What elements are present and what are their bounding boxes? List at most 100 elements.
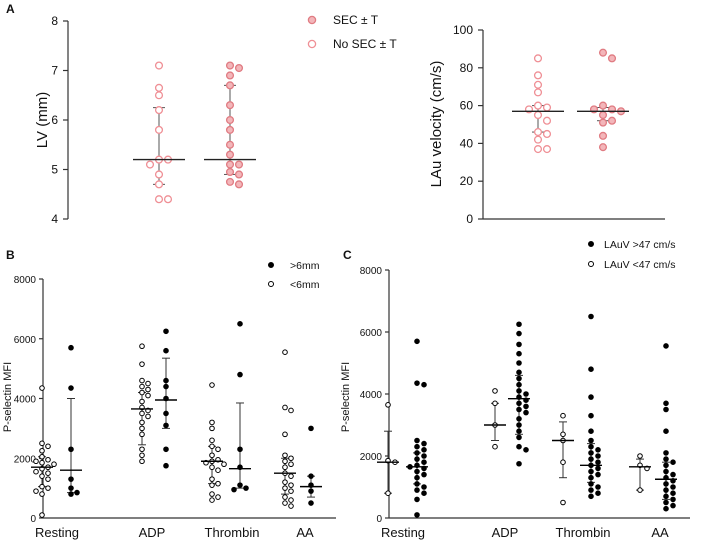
data-point-open [215,467,221,474]
data-point-filled [598,131,608,140]
data-point-filled [68,446,74,453]
data-point-filled [663,428,669,435]
legend-label-gt47: LAuV >47 cm/s [604,239,676,251]
data-point-filled [225,115,235,125]
data-point-open [154,195,164,204]
data-point-open [282,494,288,500]
data-point-open [533,111,543,120]
data-point-open [139,377,145,384]
data-point-open [560,412,566,419]
data-point-open [282,464,288,471]
data-point-open [45,443,51,450]
data-point-filled [421,440,427,447]
data-point-filled [598,118,608,127]
data-point-open [139,410,145,417]
y-tick-label: 4 [51,212,58,226]
y-tick-label: 6000 [360,328,383,339]
data-point-open [154,91,164,100]
data-point-open [33,468,39,475]
data-point-open [533,54,543,63]
data-point-filled [414,512,420,518]
legend-marker-gt6 [268,262,274,268]
y-tick-label: 0 [376,514,382,525]
data-point-open [560,431,566,438]
data-point-filled [595,447,601,453]
data-point-filled [516,350,522,357]
data-point-open [560,499,566,506]
data-point-open [145,160,155,169]
data-point-open [39,447,45,454]
legend-label-lt47: LAuV <47 cm/s [604,259,676,271]
data-point-filled [670,496,676,503]
data-point-filled [588,474,594,481]
data-point-filled [663,499,669,506]
data-point-filled [414,474,420,481]
data-point-filled [421,490,427,497]
data-point-filled [588,493,594,500]
data-point-open [282,404,288,411]
data-point-filled [670,459,676,466]
data-point-filled [607,54,617,63]
panel-label-a: A [6,2,15,16]
data-point-filled [598,143,608,152]
data-point-filled [516,406,522,413]
y-tick-label: 0 [30,514,36,525]
data-point-open [282,431,288,438]
data-point-open [533,88,543,97]
data-point-filled [308,425,314,432]
data-point-open [637,453,643,459]
data-point-open [221,461,227,468]
data-point-open [533,80,543,89]
data-point-filled [516,400,522,407]
data-point-open [533,145,543,154]
data-point-open [209,491,215,497]
data-point-filled [663,481,669,487]
data-point-open [542,116,552,125]
data-point-filled [237,446,243,453]
y-tick-label: 4000 [360,390,383,401]
data-point-filled [243,485,249,491]
data-point-filled [588,437,594,444]
data-point-open [533,101,543,110]
data-point-filled [523,447,529,453]
data-point-filled [421,447,427,453]
data-point-filled [588,428,594,435]
data-point-open [139,425,145,432]
legend-marker-gt47 [588,241,594,247]
data-point-open [39,512,45,518]
data-point-filled [421,381,427,388]
data-point-open [492,400,498,407]
data-point-open [288,473,294,479]
data-point-open [288,407,294,414]
data-point-filled [225,81,235,90]
data-point-filled [421,453,427,459]
data-point-open [288,455,294,462]
data-point-open [39,440,45,447]
data-point-open [492,388,498,394]
data-point-open [637,487,643,493]
data-point-open [209,464,215,471]
data-point-open [39,473,45,479]
data-point-filled [516,360,522,366]
data-point-filled [588,468,594,475]
data-point-filled [234,63,244,73]
data-point-filled [516,341,522,348]
data-point-open [209,419,215,426]
legend-label-lt6: <6mm [290,279,320,291]
category-label-aa: AA [651,525,669,540]
data-point-open [385,490,391,497]
data-point-open [39,459,45,466]
data-point-filled [237,371,243,378]
data-point-filled [225,150,235,159]
data-point-filled [663,462,669,469]
data-point-filled [163,462,169,469]
data-point-filled [523,391,529,397]
y-tick-label: 5 [51,163,58,177]
data-point-open [154,61,164,70]
data-point-filled [588,487,594,493]
data-point-filled [414,481,420,487]
data-point-open [39,385,45,391]
data-point-filled [523,403,529,410]
data-point-open [288,461,294,468]
data-point-open [560,459,566,466]
